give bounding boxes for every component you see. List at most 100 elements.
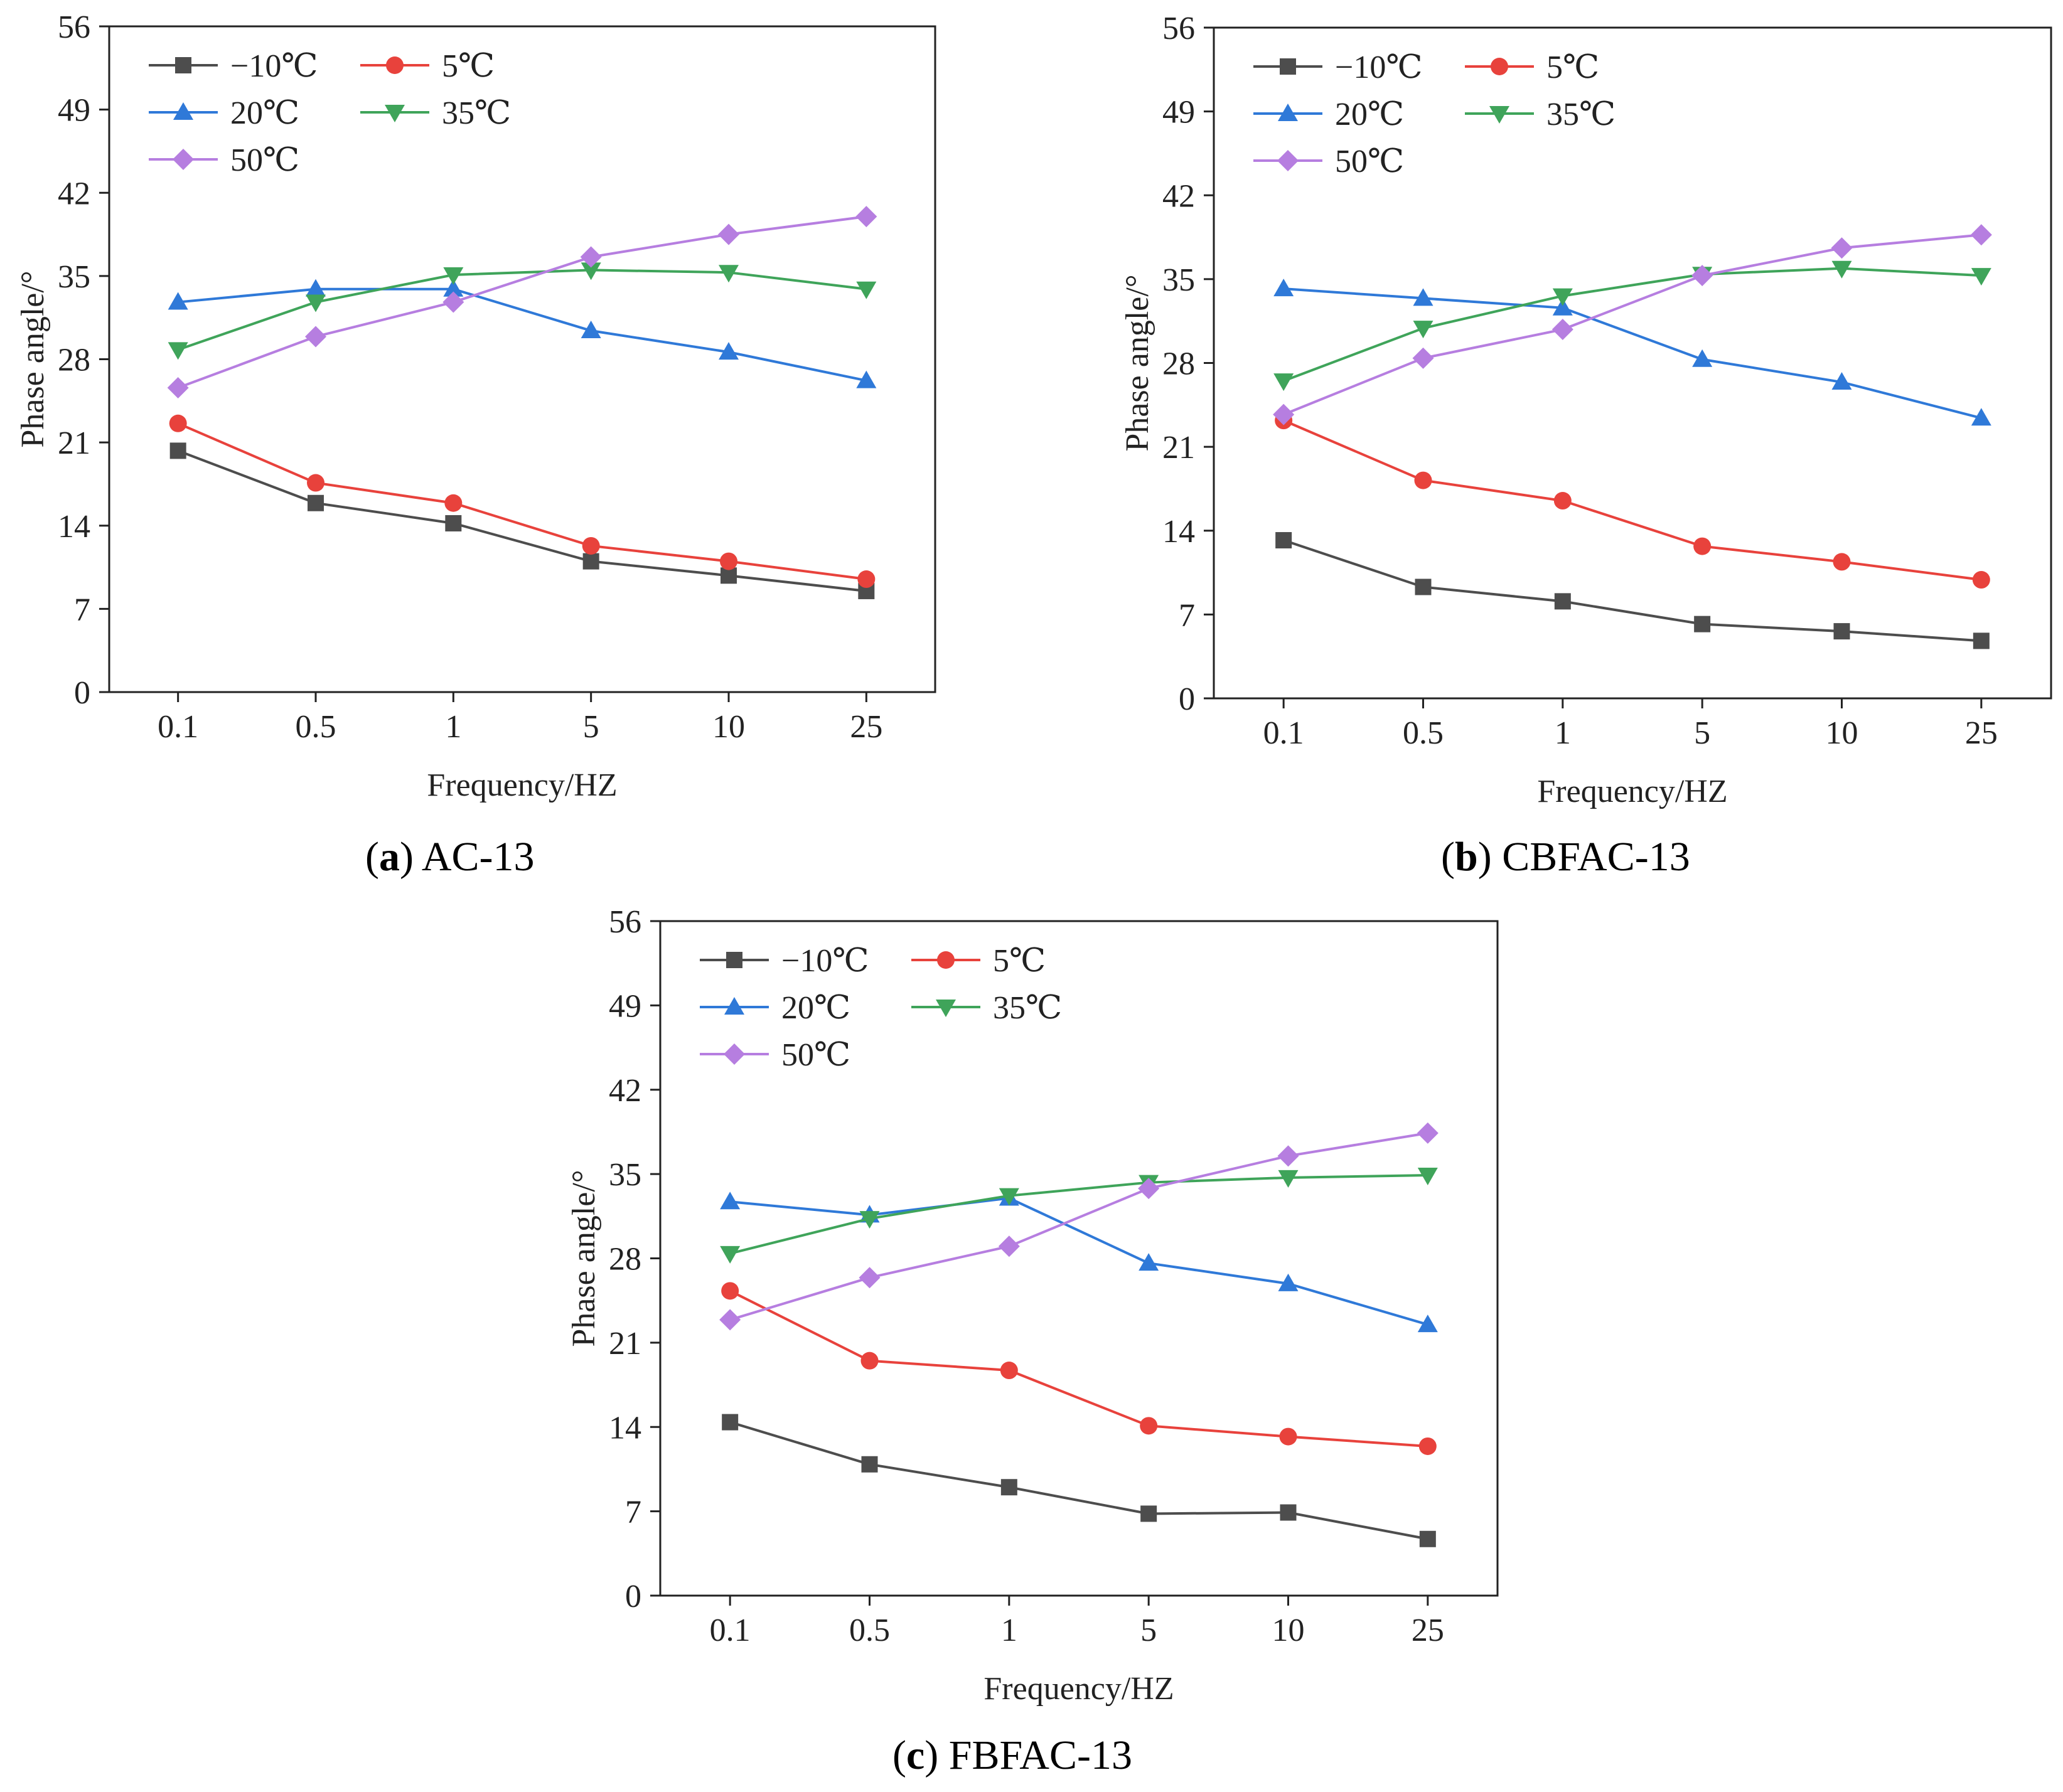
chart-a-point-50c: [167, 376, 189, 398]
chart-b-point-20c: [1971, 408, 1991, 426]
chart-a-xtick-label: 5: [583, 709, 599, 745]
chart-b-ytick-label: 0: [1179, 681, 1195, 717]
chart-b-series-5c: [1275, 412, 1990, 589]
chart-a-legend-marker: [385, 105, 405, 122]
caption-c: (c) FBFAC-13: [892, 1732, 1132, 1778]
chart-a-line-5c: [177, 422, 867, 580]
chart-c-point-35c: [859, 1211, 880, 1229]
chart-a-point-50c: [442, 291, 464, 313]
chart-a-legend-marker: [173, 102, 193, 120]
chart-b-legend-label: 50℃: [1335, 144, 1404, 179]
chart-b-legend-item-35c: 35℃: [1465, 97, 1616, 132]
chart-a-point-5c: [582, 536, 600, 555]
chart-c-series-35c: [720, 1168, 1438, 1264]
chart-b-line-35c: [1283, 267, 1981, 383]
chart-a-series-minus10c: [169, 442, 875, 599]
chart-b-point-minus10c: [1833, 623, 1850, 640]
chart-a-series-20c: [168, 279, 877, 388]
chart-b-xlabel: Frequency/HZ: [1537, 774, 1727, 809]
chart-a-point-35c: [168, 342, 188, 360]
chart-b-series-20c: [1273, 279, 1991, 426]
chart-a-line-35c: [178, 269, 867, 351]
chart-c-legend-marker: [936, 1000, 956, 1017]
chart-b-ytick-label: 42: [1162, 178, 1195, 214]
chart-c-svg: 0 7 14 21 28 35 42 49 56 0.1 0.5 1 5 10 25 Frequency/HZ…: [566, 904, 1499, 1707]
chart-c-series-50c: [719, 1122, 1439, 1331]
chart-b-point-20c: [1413, 288, 1433, 306]
chart-b-point-20c: [1831, 372, 1852, 390]
chart-b-ytick-label: 21: [1162, 430, 1195, 466]
chart-c-legend-marker: [726, 952, 742, 968]
chart-b-point-minus10c: [1415, 579, 1432, 595]
chart-c-series-5c: [721, 1282, 1437, 1455]
chart-b-series-minus10c: [1275, 532, 1990, 649]
chart-a-legend-marker: [173, 149, 194, 170]
chart-c-ytick-label: 42: [609, 1073, 641, 1109]
chart-a-point-5c: [857, 570, 876, 589]
chart-a-ytick-label: 35: [58, 259, 90, 295]
chart-a-legend-label: 50℃: [230, 142, 299, 178]
chart-c-point-5c: [1279, 1427, 1297, 1446]
chart-c-legend-marker: [724, 997, 744, 1015]
chart-a-point-20c: [306, 279, 326, 297]
chart-a-ytick-label: 21: [58, 425, 90, 461]
chart-c-point-50c: [1138, 1178, 1160, 1200]
chart-b-legend-marker: [1277, 150, 1299, 171]
chart-c-ytick-label: 14: [609, 1410, 641, 1446]
chart-a-series-50c: [167, 206, 877, 398]
chart-a-line-20c: [178, 287, 867, 382]
chart-b-legend-marker: [1489, 106, 1509, 124]
chart-c-point-5c: [1000, 1362, 1018, 1380]
chart-c-xlabel: Frequency/HZ: [983, 1671, 1174, 1707]
chart-c-point-minus10c: [1419, 1530, 1436, 1547]
chart-a-series-5c: [169, 414, 876, 589]
chart-a-legend-marker: [386, 56, 404, 74]
chart-c-ytick-label: 35: [609, 1157, 641, 1193]
chart-b-legend-label: 20℃: [1335, 97, 1404, 132]
caption-c-letter: c: [906, 1732, 925, 1778]
chart-a-ytick-label: 28: [58, 343, 90, 378]
chart-a-point-50c: [855, 206, 877, 228]
chart-c-legend-label: 50℃: [781, 1037, 850, 1073]
chart-a-svg: 0 7 14 21 28 35 42 49 56 0.1 0.5 1 5 10 25 Frequency/HZ…: [15, 9, 936, 803]
chart-b-legend-item-20c: 20℃: [1253, 97, 1404, 132]
chart-a-point-35c: [581, 262, 601, 280]
chart-b-point-20c: [1552, 297, 1573, 316]
chart-c-legend-item-minus10c: −10℃: [700, 943, 869, 979]
chart-a-legend-label: −10℃: [230, 48, 318, 84]
chart-b-point-minus10c: [1554, 593, 1571, 610]
chart-a-xtick-label: 1: [445, 709, 461, 745]
chart-b-xtick-label: 0.5: [1403, 715, 1444, 751]
chart-c-legend-label: −10℃: [781, 943, 869, 979]
chart-b-legend-marker: [1280, 58, 1296, 75]
chart-a-point-50c: [718, 223, 739, 245]
chart-c-point-5c: [1418, 1437, 1437, 1455]
chart-a-ytick-label: 0: [74, 675, 90, 711]
chart-b-point-50c: [1412, 347, 1434, 369]
chart-b-point-minus10c: [1275, 532, 1292, 549]
chart-a-point-5c: [169, 414, 187, 432]
chart-b-series-35c: [1273, 260, 1991, 392]
chart-b-svg: 0 7 14 21 28 35 42 49 56 0.1 0.5 1 5 10 25 Frequency/HZ…: [1120, 11, 2052, 809]
chart-c-line-50c: [729, 1131, 1428, 1321]
chart-a-legend-item-minus10c: −10℃: [149, 48, 318, 84]
chart-c-point-35c: [1417, 1168, 1438, 1186]
chart-c-xtick-label: 10: [1272, 1613, 1305, 1648]
chart-b-point-50c: [1970, 224, 1992, 246]
chart-b-legend-item-minus10c: −10℃: [1253, 50, 1423, 85]
chart-a-point-50c: [580, 246, 602, 268]
chart-a-ytick-label: 14: [58, 509, 90, 545]
chart-a-point-minus10c: [308, 494, 324, 511]
chart-c-point-20c: [720, 1192, 741, 1210]
chart-a-xtick-label: 0.1: [158, 709, 198, 745]
chart-c-point-50c: [719, 1309, 741, 1331]
chart-c-series-20c: [720, 1188, 1438, 1333]
chart-b-xtick-label: 10: [1826, 715, 1858, 751]
chart-c-point-35c: [999, 1188, 1019, 1206]
chart-b-xtick-label: 25: [1965, 715, 1998, 751]
caption-c-name: FBFAC-13: [948, 1732, 1132, 1778]
chart-c-point-5c: [860, 1352, 879, 1370]
chart-b-legend-marker: [1278, 104, 1298, 121]
chart-b-point-35c: [1831, 260, 1852, 279]
chart-b-xtick-label: 5: [1694, 715, 1710, 751]
